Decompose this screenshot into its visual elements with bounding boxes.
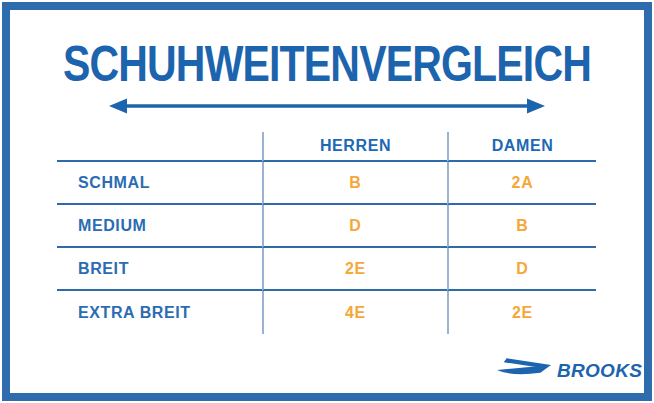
row-label-extra-breit: EXTRA BREIT [57,291,262,334]
width-value-herren-extra-breit: 4E [262,291,447,334]
double-arrow-icon [109,98,545,114]
brooks-chevron-icon [497,357,551,383]
width-value-herren-schmal: B [262,162,447,205]
column-header-blank [57,132,262,162]
width-value-herren-breit: 2E [262,248,447,291]
width-value-damen-medium: B [447,205,596,248]
width-value-damen-extra-breit: 2E [447,291,596,334]
row-label-schmal: SCHMAL [57,162,262,205]
shoe-width-table: HERREN DAMEN SCHMAL B 2A MEDIUM D B BREI… [57,132,596,334]
column-header-damen: DAMEN [447,132,596,162]
width-value-damen-breit: D [447,248,596,291]
page-title-text: SCHUHWEITENVERGLEICH [63,38,591,90]
infographic: SCHUHWEITENVERGLEICH HERREN DAMEN SCHMAL… [0,0,654,403]
brooks-logo: BROOKS [497,358,642,382]
brooks-wordmark: BROOKS [557,361,642,380]
width-value-damen-schmal: 2A [447,162,596,205]
row-label-breit: BREIT [57,248,262,291]
column-header-herren: HERREN [262,132,447,162]
page-title: SCHUHWEITENVERGLEICH [0,38,654,90]
row-label-medium: MEDIUM [57,205,262,248]
width-value-herren-medium: D [262,205,447,248]
